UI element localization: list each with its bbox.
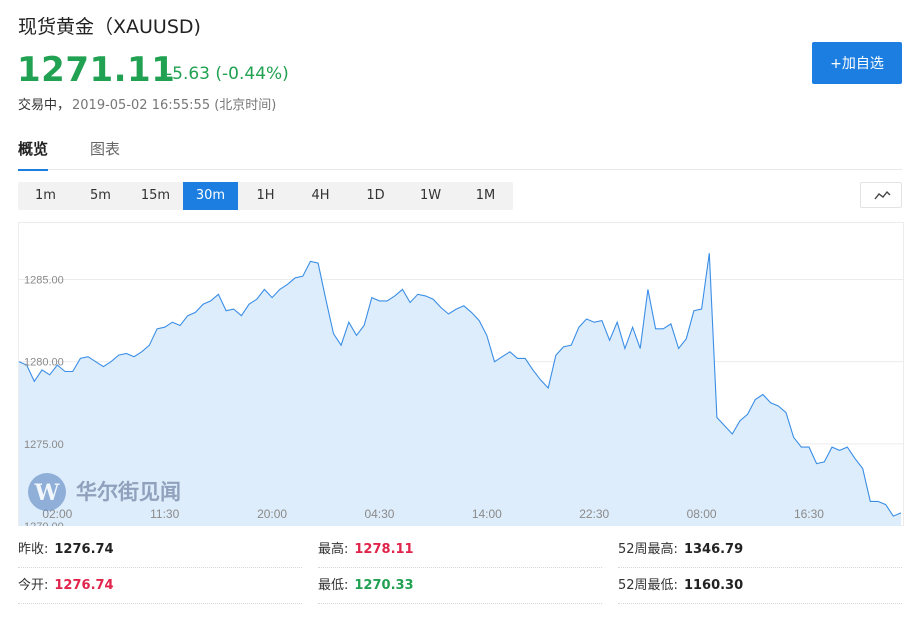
trading-status: 交易中， 2019-05-02 16:55:55 (北京时间)	[18, 94, 276, 113]
stat-label: 52周最高:	[618, 542, 678, 557]
stat-low: 最低: 1270.33	[318, 572, 602, 604]
period-1d[interactable]: 1D	[366, 188, 385, 203]
x-tick-label: 08:00	[687, 507, 717, 521]
last-price: 1271.11	[17, 50, 176, 90]
quote-timestamp: 2019-05-02 16:55:55 (北京时间)	[72, 98, 277, 113]
y-tick-label: 1275.00	[24, 439, 64, 451]
period-selector: 1m 5m 15m 30m 1H 4H 1D 1W 1M	[18, 182, 513, 210]
price-chart: 1285.001280.001275.001270.0002:0011:3020…	[18, 222, 904, 533]
stat-open: 今开: 1276.74	[18, 572, 302, 604]
price-change: -5.63 (-0.44%)	[166, 64, 289, 84]
price-area	[19, 253, 901, 526]
x-tick-label: 20:00	[257, 507, 287, 521]
stat-value: 1276.74	[54, 542, 114, 557]
y-tick-label: 1280.00	[24, 357, 64, 369]
period-5m[interactable]: 5m	[90, 188, 111, 203]
period-4h[interactable]: 4H	[311, 188, 330, 203]
stat-52w-high: 52周最高: 1346.79	[618, 536, 902, 568]
x-tick-label: 22:30	[579, 507, 609, 521]
x-tick-label: 16:30	[794, 507, 824, 521]
tab-overview[interactable]: 概览	[18, 138, 49, 171]
stat-label: 昨收:	[18, 542, 49, 557]
y-tick-label: 1270.00	[24, 521, 64, 526]
period-15m[interactable]: 15m	[140, 188, 171, 203]
chart-type-button[interactable]	[860, 182, 902, 208]
stat-label: 52周最低:	[618, 578, 678, 593]
x-tick-label: 14:00	[472, 507, 502, 521]
x-tick-label: 11:30	[150, 507, 179, 521]
period-1m[interactable]: 1m	[35, 188, 56, 203]
stat-prev-close: 昨收: 1276.74	[18, 536, 302, 568]
period-1mo[interactable]: 1M	[475, 188, 496, 203]
period-1w[interactable]: 1W	[419, 188, 442, 203]
stat-label: 最低:	[318, 578, 349, 593]
tab-chart[interactable]: 图表	[90, 140, 121, 158]
period-30m[interactable]: 30m	[183, 182, 238, 210]
stat-value: 1276.74	[54, 578, 114, 593]
price-chart-svg: 1285.001280.001275.001270.0002:0011:3020…	[18, 222, 904, 533]
stat-value: 1278.11	[354, 542, 414, 557]
watermark-logo-letter: W	[34, 480, 60, 506]
stat-value: 1270.33	[354, 578, 414, 593]
y-tick-label: 1285.00	[24, 275, 64, 287]
status-label: 交易中，	[18, 98, 71, 113]
price-line	[18, 253, 902, 517]
stat-label: 最高:	[318, 542, 349, 557]
add-to-watchlist-button[interactable]: +加自选	[812, 42, 902, 84]
watermark-logo-icon	[28, 473, 66, 511]
period-1h[interactable]: 1H	[256, 188, 275, 203]
stat-label: 今开:	[18, 578, 49, 593]
tab-bar: 概览 图表	[18, 136, 902, 171]
watermark-text: 华尔街见闻	[76, 479, 181, 504]
instrument-title: 现货黄金（XAUUSD)	[18, 16, 201, 38]
stat-value: 1160.30	[683, 578, 744, 593]
stat-52w-low: 52周最低: 1160.30	[618, 572, 902, 604]
stat-value: 1346.79	[683, 542, 744, 557]
watermark: W 华尔街见闻	[28, 473, 181, 511]
stat-high: 最高: 1278.11	[318, 536, 602, 568]
x-tick-label: 04:30	[364, 507, 394, 521]
line-chart-icon	[874, 190, 891, 200]
